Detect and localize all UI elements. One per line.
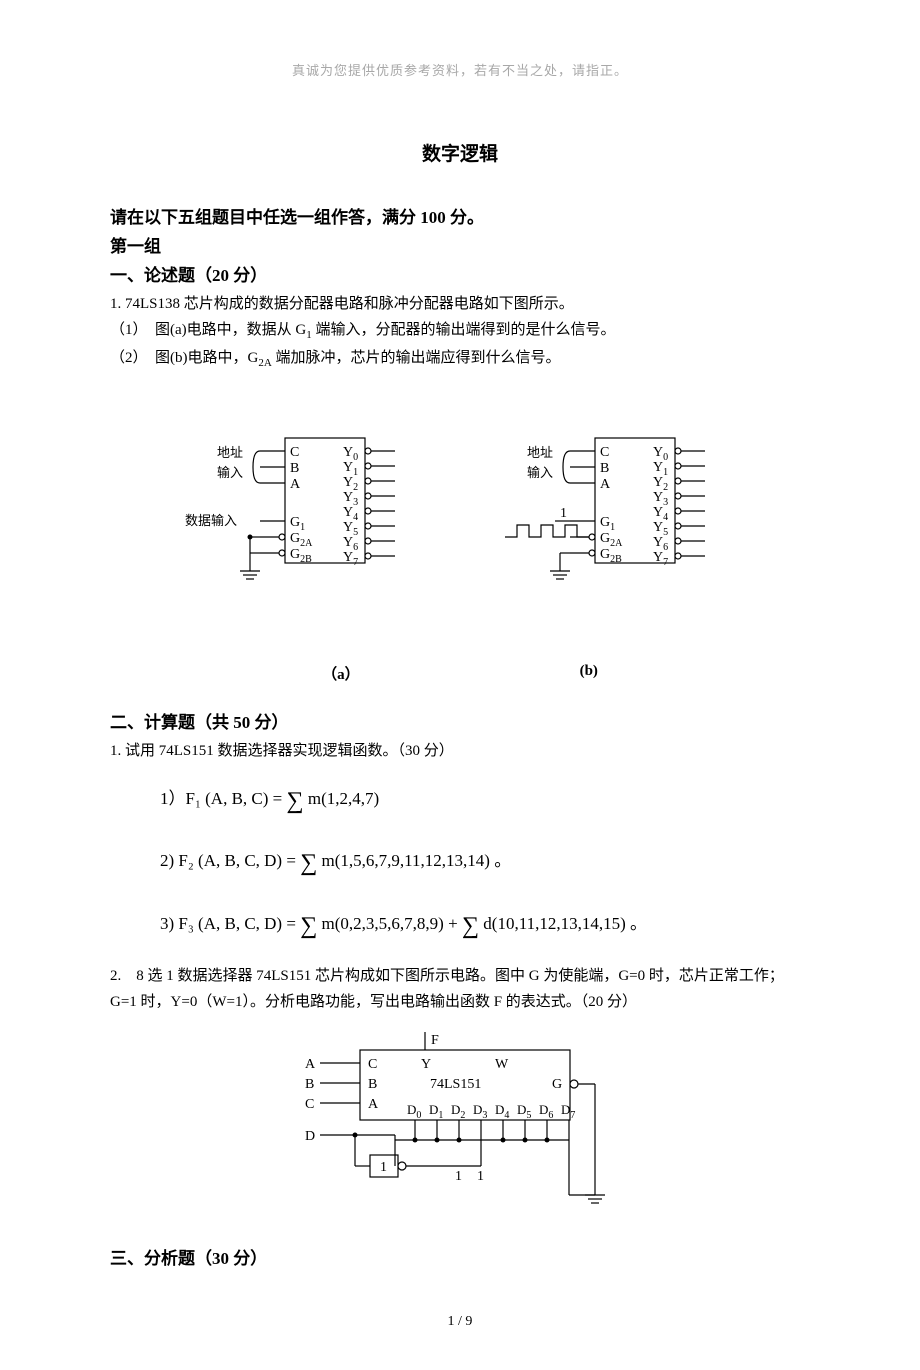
eq1-rhs: m(1,2,4,7) (304, 789, 380, 808)
sigma-icon: ∑ (462, 900, 479, 953)
svg-text:Y: Y (421, 1057, 431, 1072)
section1-heading: 一、论述题（20 分） (110, 262, 810, 291)
q1-2-pre: （2） 图(b)电路中，G (110, 350, 258, 366)
svg-text:C: C (600, 445, 609, 460)
q1-2: （2） 图(b)电路中，G2A 端加脉冲，芯片的输出端应得到什么信号。 (110, 345, 810, 373)
svg-text:C: C (305, 1097, 314, 1112)
svg-text:74LS151: 74LS151 (430, 1077, 481, 1092)
eq3-lhs: 3) F₃ (A, B, C, D) = (160, 914, 300, 933)
svg-text:D2: D2 (451, 1102, 465, 1121)
q1-1: （1） 图(a)电路中，数据从 G1 端输入，分配器的输出端得到的是什么信号。 (110, 317, 810, 345)
diagram-2-svg: ACBBCADFYW74LS151GD0D1D2D3D4D5D6D7111 (290, 1025, 630, 1215)
diagram-1: CBA地址输入G1G2AG2BY0Y1Y2Y3Y4Y5Y6Y7数据输入 CBA地… (110, 433, 810, 593)
q1-2-post: 端加脉冲，芯片的输出端应得到什么信号。 (272, 350, 561, 366)
svg-text:1: 1 (380, 1160, 387, 1175)
group-label: 第一组 (110, 233, 810, 262)
eq2-rhs: m(1,5,6,7,9,11,12,13,14) 。 (317, 851, 511, 870)
svg-text:B: B (600, 461, 609, 476)
q1-1-pre: （1） 图(a)电路中，数据从 G (110, 322, 306, 338)
section2-q2: 2. 8 选 1 数据选择器 74LS151 芯片构成如下图所示电路。图中 G … (110, 963, 810, 1016)
svg-text:G: G (552, 1077, 562, 1092)
eq2-lhs: 2) F₂ (A, B, C, D) = (160, 851, 300, 870)
section3-heading: 三、分析题（30 分） (110, 1245, 810, 1274)
svg-text:F: F (431, 1033, 439, 1048)
document-title: 数字逻辑 (110, 139, 810, 166)
svg-text:A: A (600, 477, 611, 492)
svg-text:输入: 输入 (527, 465, 553, 480)
intro-line: 请在以下五组题目中任选一组作答，满分 100 分。 (110, 204, 810, 233)
sigma-icon: ∑ (287, 775, 304, 828)
svg-text:G2B: G2B (290, 547, 312, 565)
sigma-icon: ∑ (300, 900, 317, 953)
svg-text:A: A (305, 1057, 316, 1072)
q1-1-post: 端输入，分配器的输出端得到的是什么信号。 (312, 322, 616, 338)
svg-text:B: B (290, 461, 299, 476)
svg-text:地址: 地址 (217, 445, 243, 460)
svg-text:D: D (305, 1129, 315, 1144)
svg-text:D4: D4 (495, 1102, 509, 1121)
svg-text:1: 1 (455, 1169, 462, 1184)
svg-text:B: B (305, 1077, 314, 1092)
svg-text:D0: D0 (407, 1102, 421, 1121)
section2-heading: 二、计算题（共 50 分） (110, 709, 810, 738)
svg-text:D3: D3 (473, 1102, 487, 1121)
caption-b: (b) (580, 663, 598, 684)
svg-text:D5: D5 (517, 1102, 531, 1121)
svg-text:1: 1 (477, 1169, 484, 1184)
svg-text:B: B (368, 1077, 377, 1092)
svg-text:D7: D7 (561, 1102, 575, 1121)
eq2: 2) F₂ (A, B, C, D) = ∑ m(1,5,6,7,9,11,12… (160, 837, 810, 890)
svg-text:A: A (290, 477, 301, 492)
eq3: 3) F₃ (A, B, C, D) = ∑ m(0,2,3,5,6,7,8,9… (160, 900, 810, 953)
caption-a: （a） (322, 663, 360, 684)
sigma-icon: ∑ (300, 837, 317, 890)
svg-text:C: C (368, 1057, 377, 1072)
svg-text:D1: D1 (429, 1102, 443, 1121)
page: 真诚为您提供优质参考资料，若有不当之处，请指正。 数字逻辑 请在以下五组题目中任… (0, 0, 920, 1370)
diagram-2: ACBBCADFYW74LS151GD0D1D2D3D4D5D6D7111 (110, 1025, 810, 1215)
page-number: 1 / 9 (110, 1314, 810, 1330)
svg-text:1: 1 (560, 506, 567, 521)
svg-text:数据输入: 数据输入 (185, 513, 237, 528)
eq3-mid: m(0,2,3,5,6,7,8,9) + (317, 914, 462, 933)
svg-text:W: W (495, 1057, 509, 1072)
svg-text:输入: 输入 (217, 465, 243, 480)
q1-text: 1. 74LS138 芯片构成的数据分配器电路和脉冲分配器电路如下图所示。 (110, 291, 810, 317)
diagram-1a-svg: CBA地址输入G1G2AG2BY0Y1Y2Y3Y4Y5Y6Y7数据输入 (185, 433, 415, 593)
svg-text:G2B: G2B (600, 547, 622, 565)
svg-text:地址: 地址 (527, 445, 553, 460)
eq3-rhs: d(10,11,12,13,14,15) 。 (479, 914, 647, 933)
diagram1-captions: （a） (b) (110, 663, 810, 684)
svg-text:A: A (368, 1097, 379, 1112)
q1-2-sub: 2A (258, 357, 271, 369)
eq1: 1）F₁ (A, B, C) = ∑ m(1,2,4,7) (160, 775, 810, 828)
header-note: 真诚为您提供优质参考资料，若有不当之处，请指正。 (110, 60, 810, 79)
svg-text:D6: D6 (539, 1102, 553, 1121)
section2-q1: 1. 试用 74LS151 数据选择器实现逻辑函数。（30 分） (110, 738, 810, 764)
diagram-1b-svg: CBA地址输入G1G2AG2BY0Y1Y2Y3Y4Y5Y6Y71 (495, 433, 735, 593)
svg-text:C: C (290, 445, 299, 460)
eq1-lhs: 1）F₁ (A, B, C) = (160, 789, 287, 808)
